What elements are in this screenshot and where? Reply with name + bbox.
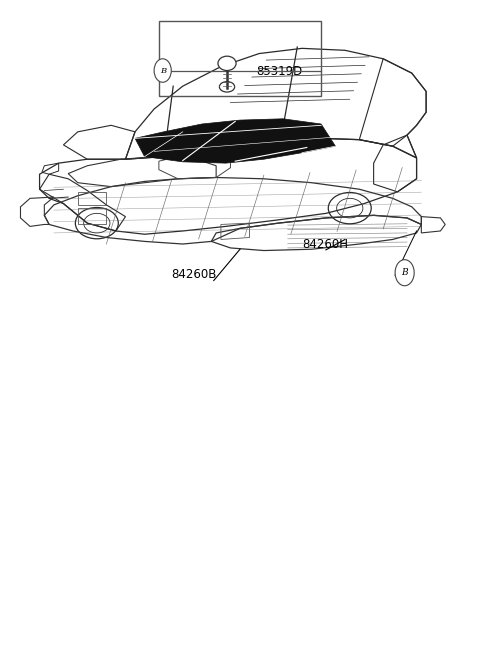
Text: B: B [401, 268, 408, 277]
Circle shape [395, 259, 414, 286]
Text: 84260B: 84260B [171, 267, 216, 280]
Polygon shape [135, 119, 336, 163]
Ellipse shape [218, 56, 236, 71]
Text: 84260H: 84260H [302, 238, 348, 251]
Bar [78, 208, 107, 225]
Bar [78, 192, 107, 205]
Text: 85319D: 85319D [257, 65, 303, 78]
Circle shape [154, 59, 171, 83]
Bar [159, 21, 321, 96]
Text: B: B [160, 67, 166, 75]
